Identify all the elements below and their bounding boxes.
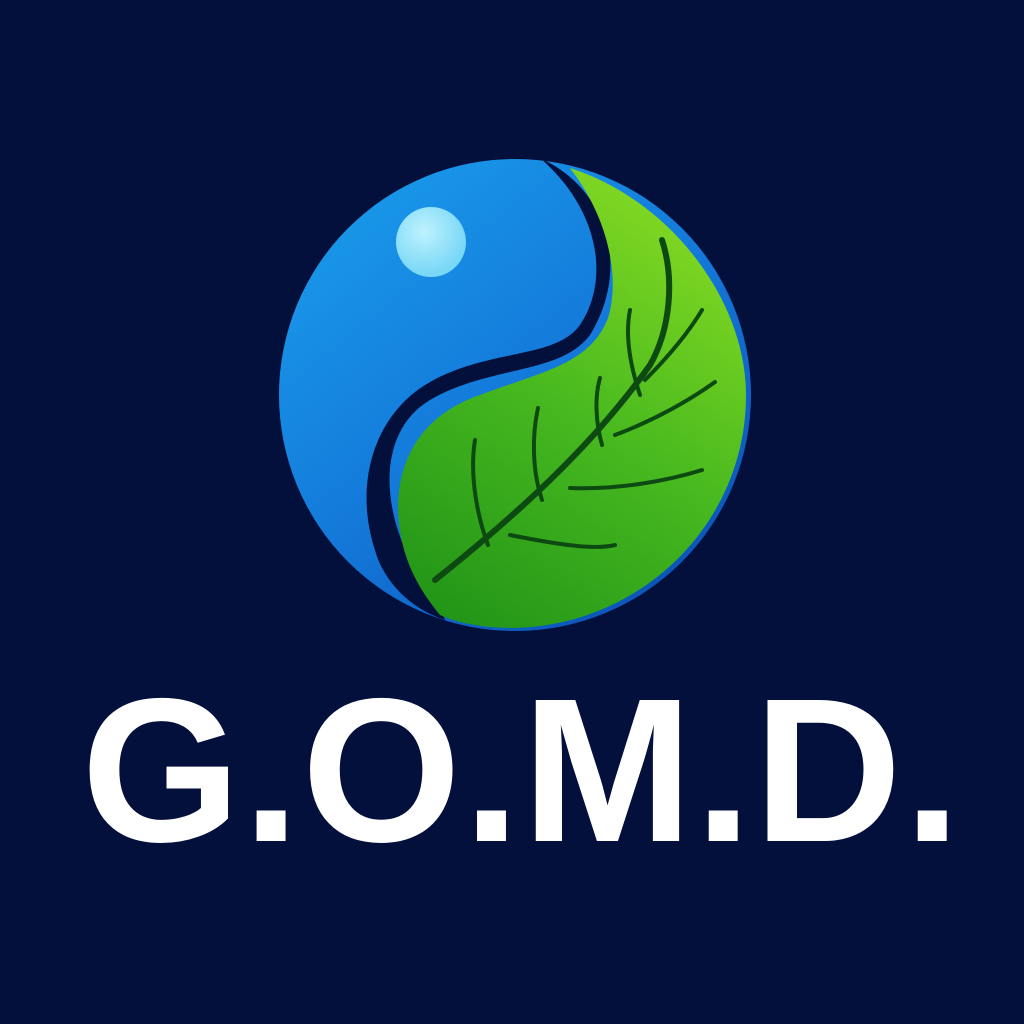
- brand-wordmark: G.O.M.D.: [81, 655, 963, 885]
- emblem-graphic: [279, 159, 751, 631]
- highlight-bubble: [396, 207, 466, 277]
- leaf-half: [398, 168, 746, 628]
- water-leaf-emblem-icon: [270, 150, 760, 640]
- separator-swoosh: [366, 159, 611, 620]
- leaf-veins: [432, 237, 717, 583]
